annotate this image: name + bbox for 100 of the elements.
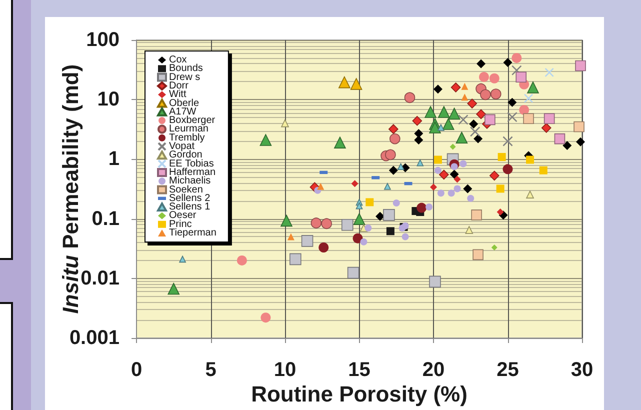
- point: [524, 94, 534, 103]
- point: [448, 190, 455, 197]
- point: [438, 170, 449, 180]
- legend-label: Bounds: [169, 63, 203, 74]
- point: [168, 282, 180, 295]
- y-tick-label: 1: [108, 148, 120, 170]
- point: [461, 82, 468, 90]
- point: [544, 68, 554, 78]
- point: [512, 65, 522, 76]
- point: [476, 59, 486, 68]
- point: [503, 58, 512, 67]
- x-tick-label: 25: [496, 359, 519, 381]
- point: [498, 152, 506, 161]
- point: [527, 82, 539, 94]
- point: [479, 72, 489, 82]
- point: [287, 233, 294, 240]
- point: [392, 200, 400, 207]
- point: [576, 137, 586, 146]
- x-tick-label: 30: [570, 359, 594, 381]
- legend-label: Cox: [169, 54, 187, 66]
- point: [429, 276, 441, 288]
- point: [434, 166, 442, 174]
- point: [460, 160, 467, 168]
- point: [541, 123, 552, 133]
- point: [544, 113, 555, 124]
- point: [502, 136, 513, 146]
- point: [516, 72, 527, 83]
- point: [450, 163, 458, 170]
- point: [496, 208, 504, 216]
- x-tick-label: 5: [205, 359, 216, 381]
- point: [463, 184, 472, 194]
- point: [414, 128, 424, 138]
- x-tick-label: 10: [274, 359, 296, 381]
- point: [491, 244, 498, 250]
- point: [412, 116, 422, 126]
- point: [526, 156, 534, 164]
- point: [472, 249, 484, 260]
- point: [260, 312, 271, 323]
- point: [347, 266, 360, 279]
- legend-label: Drew s: [169, 72, 200, 83]
- point: [454, 176, 461, 183]
- point: [496, 184, 504, 193]
- point: [318, 242, 329, 252]
- point: [476, 109, 486, 120]
- point: [448, 108, 460, 120]
- point: [458, 114, 468, 125]
- point: [480, 89, 491, 100]
- point: [353, 213, 366, 225]
- point: [433, 84, 442, 94]
- legend-label: Boxberger: [169, 115, 216, 126]
- point: [397, 163, 404, 170]
- point: [260, 134, 272, 146]
- point: [310, 218, 322, 228]
- point: [352, 233, 363, 244]
- point: [470, 126, 480, 137]
- legend-label: Oberle: [169, 98, 200, 109]
- point: [416, 159, 424, 166]
- y-tick-label: 0.1: [92, 208, 120, 230]
- point: [416, 202, 427, 213]
- point: [454, 185, 461, 192]
- point: [351, 180, 358, 188]
- point: [469, 119, 478, 128]
- y-tick-label: 0.01: [80, 267, 120, 290]
- point: [526, 190, 534, 198]
- legend-label: Hafferman: [169, 166, 216, 178]
- point: [426, 203, 433, 210]
- point: [388, 124, 398, 134]
- x-tick-label: 0: [130, 359, 142, 381]
- point: [364, 224, 372, 232]
- point: [236, 255, 247, 266]
- legend-label: Dorr: [169, 80, 190, 92]
- point: [338, 76, 350, 88]
- x-axis-title: Routine Porosity (%): [251, 382, 468, 406]
- point: [574, 121, 584, 132]
- point: [388, 166, 398, 175]
- point: [523, 113, 534, 124]
- point: [489, 170, 500, 181]
- point: [334, 136, 346, 148]
- point: [575, 60, 586, 72]
- point: [356, 202, 363, 210]
- point: [471, 210, 482, 220]
- point: [301, 235, 314, 247]
- point: [321, 218, 332, 230]
- legend-label: Tieperman: [169, 228, 216, 238]
- point: [402, 233, 409, 240]
- point: [385, 149, 396, 160]
- point: [289, 253, 302, 266]
- point: [539, 166, 548, 174]
- point: [467, 194, 474, 202]
- point: [508, 98, 517, 107]
- x-tick-label: 20: [422, 359, 445, 381]
- point: [489, 73, 500, 84]
- point: [450, 144, 456, 150]
- y-tick-label: 0.001: [69, 327, 120, 349]
- point: [467, 98, 478, 108]
- point: [424, 106, 436, 118]
- point: [350, 78, 362, 90]
- point: [442, 118, 454, 130]
- point: [429, 122, 441, 134]
- point: [434, 156, 442, 164]
